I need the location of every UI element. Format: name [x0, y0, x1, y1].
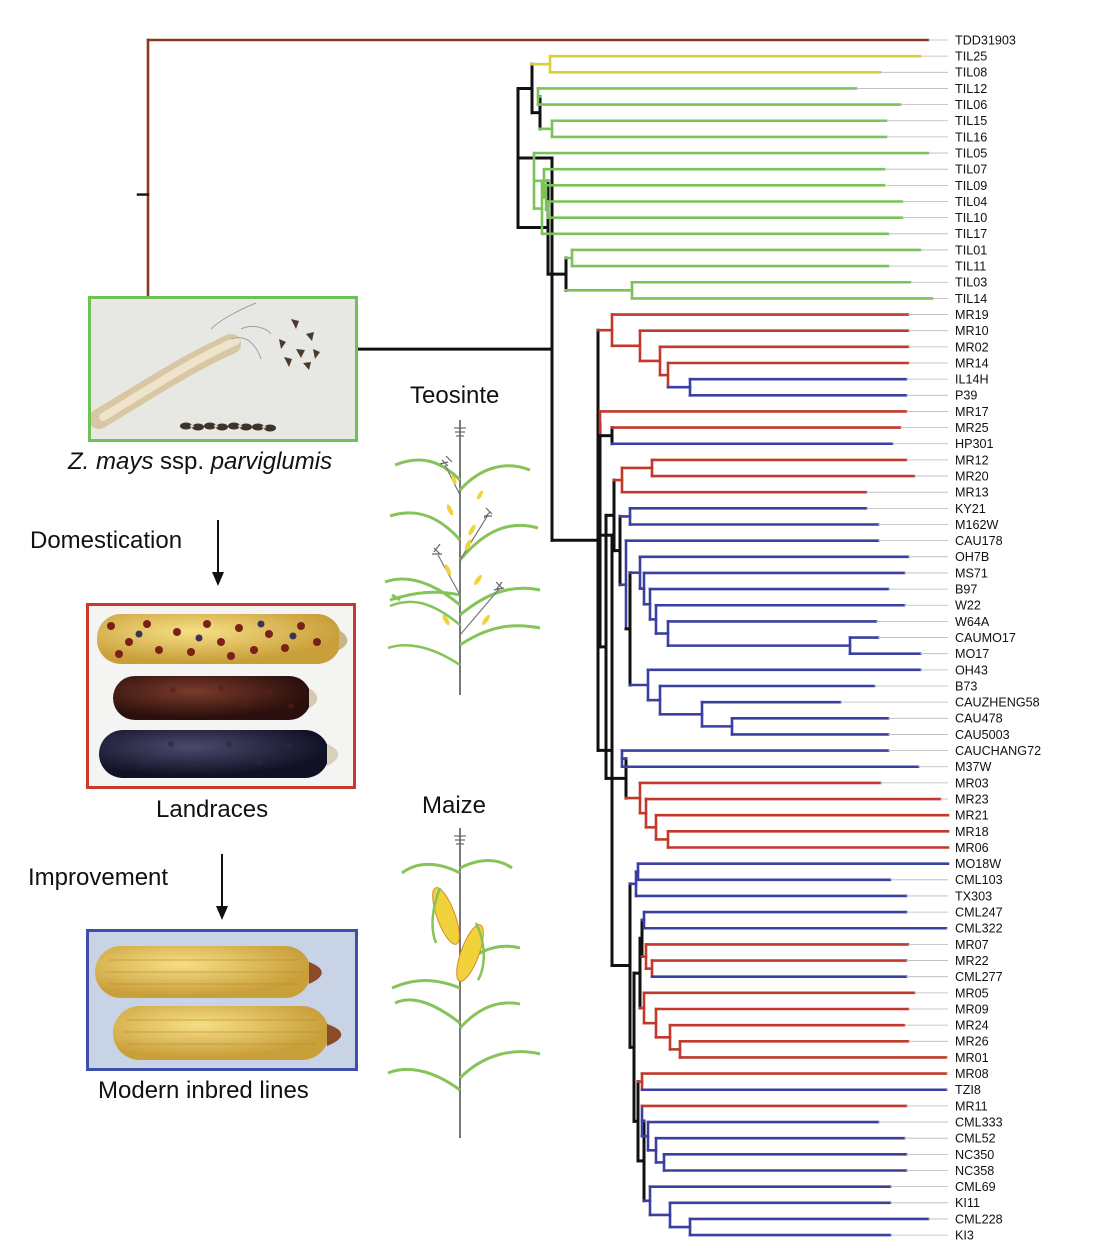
maize-label: Maize: [422, 792, 487, 819]
tip-label: MR14: [955, 356, 989, 370]
landraces-photo: [86, 603, 356, 789]
teosinte-species-label: Z. mays ssp. parviglumis: [68, 448, 333, 475]
tip-label: MR02: [955, 340, 989, 354]
tip-label: P39: [955, 389, 977, 403]
tip-label: MR09: [955, 1002, 989, 1016]
tip-label: TIL01: [955, 243, 987, 257]
tip-label: TX303: [955, 889, 992, 903]
phylogenetic-tree: [136, 38, 950, 1237]
tip-label: CAU178: [955, 534, 1003, 548]
teosinte-label: Teosinte: [410, 382, 500, 409]
tip-label: CML333: [955, 1115, 1003, 1129]
tip-label: HP301: [955, 437, 994, 451]
tip-label: MR17: [955, 405, 989, 419]
tip-label: KI11: [955, 1196, 980, 1210]
landraces-label: Landraces: [156, 796, 269, 823]
tip-label: MR13: [955, 486, 989, 500]
improvement-label: Improvement: [28, 864, 169, 891]
tassel-icon: [454, 420, 466, 440]
tip-label: TDD31903: [955, 33, 1016, 47]
down-arrow-icon: [212, 520, 224, 586]
tip-label: CML322: [955, 922, 1003, 936]
tip-label: CML52: [955, 1132, 996, 1146]
domestication-label: Domestication: [30, 527, 183, 554]
tip-label: KY21: [955, 502, 986, 516]
tip-label: MR26: [955, 1035, 989, 1049]
tip-label: MR11: [955, 1099, 988, 1113]
inbred-ears-image: [95, 946, 342, 1060]
tip-label: OH43: [955, 663, 988, 677]
tip-label: CAUCHANG72: [955, 744, 1041, 758]
tip-label: W22: [955, 599, 981, 613]
tip-label: TIL25: [955, 50, 987, 64]
tip-label: MR03: [955, 776, 989, 790]
tip-label: CAU5003: [955, 728, 1010, 742]
tip-label: MR01: [955, 1051, 989, 1065]
tip-label: IL14H: [955, 373, 989, 387]
tip-label: MR05: [955, 986, 989, 1000]
tip-label: B97: [955, 583, 977, 597]
tip-label: MR06: [955, 841, 989, 855]
tip-label: NC350: [955, 1148, 994, 1162]
tip-leader-lines: [840, 39, 948, 1236]
teosinte-photo: [88, 296, 358, 442]
tip-label: TIL11: [955, 260, 986, 274]
tip-label: M162W: [955, 518, 999, 532]
tip-label: MS71: [955, 566, 988, 580]
tip-label: MR08: [955, 1067, 989, 1081]
tip-label: MO18W: [955, 857, 1001, 871]
tip-label: MR22: [955, 954, 989, 968]
tip-label: CML228: [955, 1212, 1003, 1226]
tip-label: TIL09: [955, 179, 987, 193]
tip-label: TIL03: [955, 276, 987, 290]
tip-label: CML277: [955, 970, 1003, 984]
landrace-ears-image: [97, 614, 348, 778]
tip-label: MR12: [955, 453, 989, 467]
tip-label: TIL14: [955, 292, 987, 306]
tip-label: MO17: [955, 647, 989, 661]
tip-label: NC358: [955, 1164, 994, 1178]
tip-label: TIL10: [955, 211, 987, 225]
modern-inbred-photo: [86, 929, 358, 1071]
tip-label: W64A: [955, 615, 990, 629]
tip-label: MR24: [955, 1019, 989, 1033]
tip-labels: TDD31903 TIL25 TIL08 TIL12 TIL06 TIL15 TIL16 TI…: [955, 33, 1041, 1242]
tip-label: CML247: [955, 906, 1003, 920]
tip-label: TIL16: [955, 130, 987, 144]
tassel-icon: [454, 828, 466, 848]
tip-label: B73: [955, 679, 977, 693]
teosinte-ear-image: [91, 302, 320, 432]
tip-label: TIL05: [955, 146, 987, 160]
down-arrow-icon: [216, 854, 228, 920]
tip-label: MR25: [955, 421, 989, 435]
tip-label: CAU478: [955, 712, 1003, 726]
tip-label: TIL12: [955, 82, 987, 96]
tip-label: CML69: [955, 1180, 996, 1194]
tip-label: CAUMO17: [955, 631, 1016, 645]
tip-label: TIL04: [955, 195, 987, 209]
tip-label: TIL07: [955, 163, 987, 177]
tip-label: TIL17: [955, 227, 987, 241]
tip-label: MR23: [955, 792, 989, 806]
tip-label: TZI8: [955, 1083, 981, 1097]
tip-label: CML103: [955, 873, 1003, 887]
tip-label: M37W: [955, 760, 991, 774]
tip-label: KI3: [955, 1229, 974, 1243]
tip-label: CAUZHENG58: [955, 696, 1040, 710]
tip-label: MR21: [955, 809, 989, 823]
tip-label: MR07: [955, 938, 989, 952]
tip-label: MR18: [955, 825, 989, 839]
tip-label: TIL06: [955, 98, 987, 112]
modern-inbred-label: Modern inbred lines: [98, 1077, 309, 1104]
tip-label: MR19: [955, 308, 989, 322]
maize-plant-illustration: [387, 828, 541, 1138]
teosinte-plant-illustration: [384, 420, 541, 695]
tip-label: OH7B: [955, 550, 989, 564]
tip-label: MR10: [955, 324, 989, 338]
tip-label: TIL15: [955, 114, 987, 128]
tip-label: TIL08: [955, 66, 987, 80]
tip-label: MR20: [955, 469, 989, 483]
